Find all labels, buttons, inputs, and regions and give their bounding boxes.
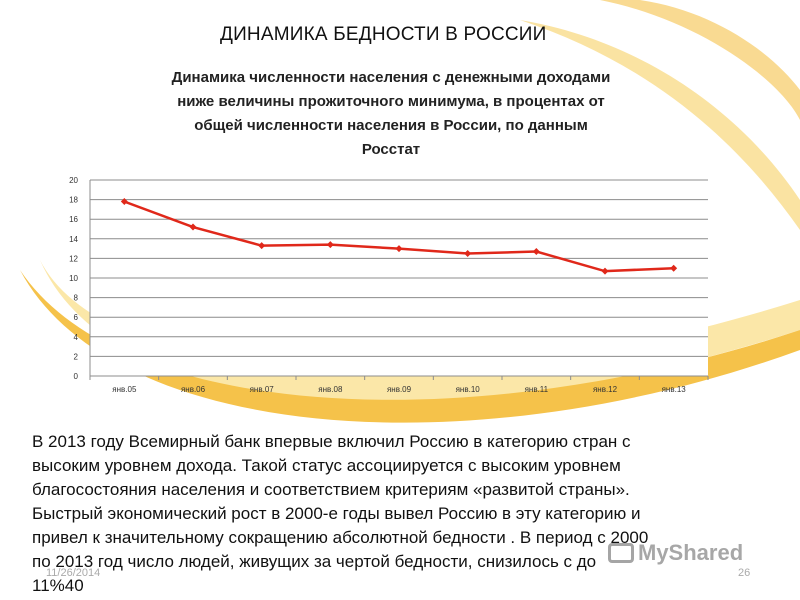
data-point [258,242,266,250]
y-tick-label: 16 [69,215,78,224]
gridlines [89,179,709,380]
data-point [601,267,609,275]
body-line: 11%40 [32,576,84,595]
x-tick-label: янв.11 [525,385,549,394]
data-point [670,264,678,272]
body-line: по 2013 год число людей, живущих за черт… [32,552,597,571]
x-tick-label: янв.12 [593,385,618,394]
x-tick-label: янв.05 [112,385,137,394]
data-point [120,198,128,206]
body-line: В 2013 году Всемирный банк впервые включ… [32,432,631,451]
body-paragraph: В 2013 году Всемирный банк впервые включ… [32,430,772,598]
x-tick-label: янв.08 [318,385,343,394]
chart-title-line: Динамика численности населения с денежны… [171,69,611,86]
y-tick-label: 4 [74,333,79,342]
y-tick-label: 2 [74,352,79,361]
watermark: MyShared [608,540,743,566]
chart-title-line: общей численности населения в России, по… [194,117,588,134]
series-line [120,198,678,275]
body-line: благосостояния населения и соответствием… [32,480,630,499]
watermark-text: MyShared [638,540,744,565]
y-tick-label: 20 [69,176,78,185]
body-line: высоким уровнем дохода. Такой статус асс… [32,456,621,475]
slide-title: ДИНАМИКА БЕДНОСТИ В РОССИИ [220,24,547,45]
body-line: Быстрый экономический рост в 2000-е годы… [32,504,641,523]
data-point [532,248,540,256]
x-axis-ticks: янв.05 янв.06 янв.07 янв.08 янв.09 янв.10 янв.… [112,385,686,394]
y-tick-label: 12 [69,254,78,263]
x-tick-label: янв.07 [250,385,275,394]
data-point [395,245,403,253]
y-tick-label: 10 [69,274,78,283]
data-point [464,250,472,257]
body-line: привел к значительному сокращению абсолю… [32,528,649,547]
x-tick-label: янв.06 [181,385,206,394]
page-number: 26 [738,567,751,579]
y-axis-ticks: 0 2 4 6 8 10 12 14 16 18 20 [69,176,78,381]
chart-title-line: ниже величины прожиточного минимума, в п… [177,93,605,110]
y-tick-label: 0 [74,372,79,381]
x-tick-label: янв.13 [662,385,687,394]
y-tick-label: 6 [74,313,79,322]
y-tick-label: 8 [74,294,79,303]
data-point [326,241,334,249]
x-tick-label: янв.09 [387,385,412,394]
y-tick-label: 14 [69,235,78,244]
footer-date: 11/26/2014 [46,567,101,579]
data-point [189,223,197,231]
x-tick-label: янв.10 [456,385,481,394]
chart-title: Динамика численности населения с денежны… [120,66,662,162]
presentation-icon [608,543,634,563]
y-tick-label: 18 [69,196,78,205]
chart-title-line: Росстат [361,141,421,158]
